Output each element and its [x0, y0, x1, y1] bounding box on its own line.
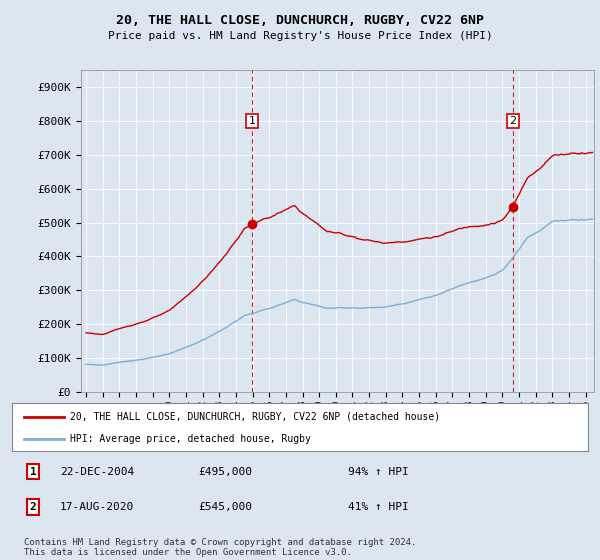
Text: 20, THE HALL CLOSE, DUNCHURCH, RUGBY, CV22 6NP: 20, THE HALL CLOSE, DUNCHURCH, RUGBY, CV…	[116, 14, 484, 27]
Text: 41% ↑ HPI: 41% ↑ HPI	[348, 502, 409, 512]
Text: 94% ↑ HPI: 94% ↑ HPI	[348, 466, 409, 477]
Text: 1: 1	[248, 116, 256, 126]
Text: 17-AUG-2020: 17-AUG-2020	[60, 502, 134, 512]
Text: Price paid vs. HM Land Registry's House Price Index (HPI): Price paid vs. HM Land Registry's House …	[107, 31, 493, 41]
Text: Contains HM Land Registry data © Crown copyright and database right 2024.
This d: Contains HM Land Registry data © Crown c…	[24, 538, 416, 557]
Text: 20, THE HALL CLOSE, DUNCHURCH, RUGBY, CV22 6NP (detached house): 20, THE HALL CLOSE, DUNCHURCH, RUGBY, CV…	[70, 412, 440, 422]
Text: 2: 2	[29, 502, 37, 512]
Text: HPI: Average price, detached house, Rugby: HPI: Average price, detached house, Rugb…	[70, 434, 310, 444]
Text: £545,000: £545,000	[198, 502, 252, 512]
Text: 2: 2	[509, 116, 516, 126]
Text: £495,000: £495,000	[198, 466, 252, 477]
Text: 22-DEC-2004: 22-DEC-2004	[60, 466, 134, 477]
Text: 1: 1	[29, 466, 37, 477]
